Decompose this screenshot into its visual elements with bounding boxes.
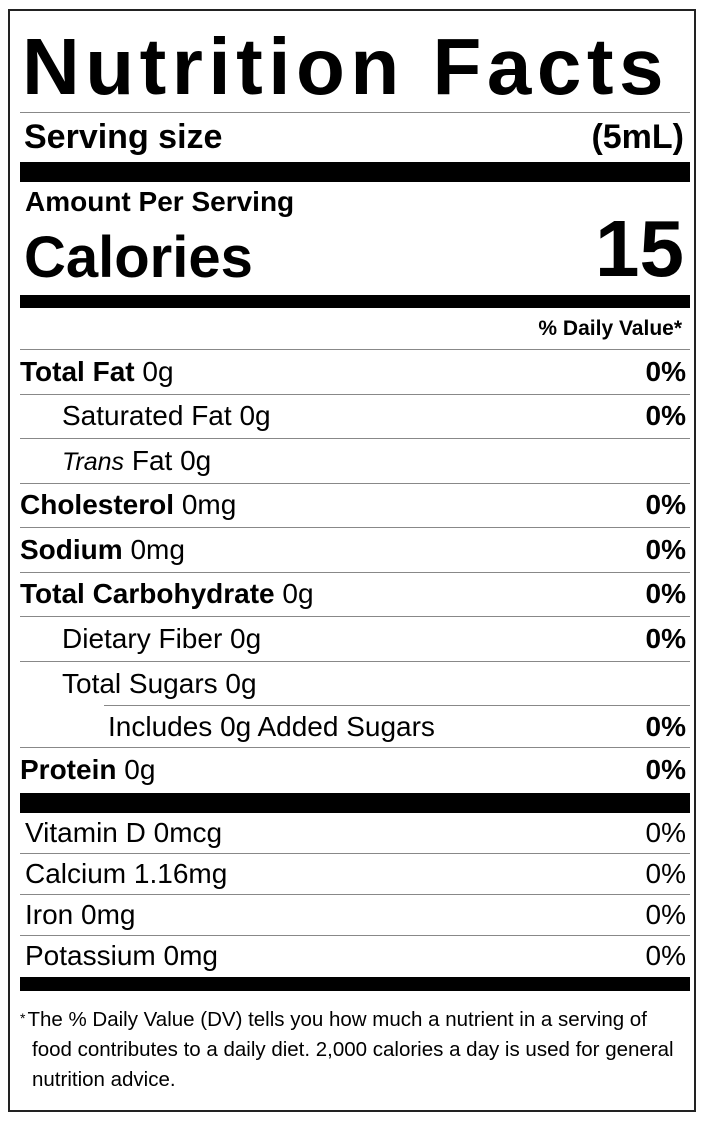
footnote: *The % Daily Value (DV) tells you how mu…: [20, 991, 690, 1095]
nutrient-name-italic: Trans: [62, 447, 125, 476]
nutrient-row-sodium: Sodium 0mg 0%: [20, 528, 690, 573]
nutrient-row-total-sugars: Total Sugars 0g: [20, 662, 690, 707]
nutrient-amount: 0g: [225, 667, 257, 699]
vitamin-dv: 0%: [645, 940, 686, 971]
thick-divider: [20, 976, 690, 991]
nutrient-amount: 0mg: [181, 489, 237, 521]
nutrient-row-added-sugars: Includes 0g Added Sugars 0%: [20, 706, 690, 748]
serving-size-label: Serving size: [24, 118, 223, 156]
amount-per-serving: Amount Per Serving: [25, 186, 295, 217]
nutrient-dv: 0%: [645, 622, 686, 654]
vitamin-label: Iron 0mg: [25, 898, 136, 930]
calories-value: 15: [595, 204, 684, 293]
nutrient-row-saturated-fat: Saturated Fat 0g 0%: [20, 395, 690, 439]
nutrient-dv: 0%: [645, 400, 686, 432]
nutrient-name: Cholesterol: [20, 489, 175, 521]
nutrient-row-protein: Protein 0g 0%: [20, 748, 690, 793]
nutrient-amount: 0g: [230, 622, 262, 654]
nutrient-amount: 0mg: [130, 533, 185, 565]
vitamin-row: Vitamin D 0mcg 0%: [20, 813, 690, 854]
thick-divider: [20, 162, 690, 182]
vitamin-dv: 0%: [645, 816, 686, 848]
nutrient-amount: 0g: [282, 578, 314, 610]
nutrient-name: Total Fat: [20, 355, 135, 387]
nutrient-row-trans-fat: Trans Fat 0g: [20, 439, 690, 484]
nutrient-amount: 0g: [180, 444, 212, 476]
nutrient-name: Total Carbohydrate: [20, 578, 275, 610]
label-title: Nutrition Facts: [22, 22, 669, 111]
nutrient-dv: 0%: [645, 355, 686, 387]
nutrient-dv: 0%: [645, 533, 686, 565]
nutrient-dv: 0%: [645, 710, 686, 742]
nutrient-name: Dietary Fiber: [62, 622, 223, 654]
nutrient-row-cholesterol: Cholesterol 0mg 0%: [20, 484, 690, 528]
nutrient-name: Sodium: [20, 533, 123, 565]
calories-label: Calories: [24, 225, 253, 290]
nutrient-name: Fat: [131, 444, 173, 476]
serving-size-value: (5mL): [591, 118, 684, 156]
nutrient-dv: 0%: [645, 578, 686, 610]
nutrient-dv: 0%: [645, 754, 686, 786]
nutrient-row-total-carbohydrate: Total Carbohydrate 0g 0%: [20, 573, 690, 617]
vitamin-row: Calcium 1.16mg 0%: [20, 854, 690, 895]
nutrient-name: Saturated Fat: [62, 400, 232, 432]
footnote-text: The % Daily Value (DV) tells you how muc…: [27, 1007, 674, 1091]
serving-size-row: Serving size (5mL): [20, 113, 690, 162]
nutrient-row-total-fat: Total Fat 0g 0%: [20, 350, 690, 395]
nutrient-name: Protein: [20, 754, 117, 786]
calories-row: Calories 15: [20, 209, 690, 295]
nutrition-facts-label: Nutrition Facts Serving size (5mL) Amoun…: [8, 9, 696, 1112]
nutrient-amount: 0g: [142, 355, 174, 387]
thick-divider: [20, 792, 690, 813]
daily-value-header: % Daily Value*: [20, 308, 690, 350]
nutrient-name: Total Sugars: [62, 667, 218, 699]
vitamin-label: Calcium 1.16mg: [25, 857, 228, 889]
vitamin-label: Potassium 0mg: [25, 940, 218, 971]
nutrient-row-dietary-fiber: Dietary Fiber 0g 0%: [20, 617, 690, 662]
divider: [20, 112, 690, 113]
nutrient-dv: 0%: [645, 489, 686, 521]
vitamin-row: Potassium 0mg 0%: [20, 936, 690, 977]
nutrient-amount: 0g: [124, 754, 156, 786]
thick-divider: [20, 295, 690, 308]
vitamin-label: Vitamin D 0mcg: [25, 816, 223, 848]
nutrient-amount: 0g: [239, 400, 271, 432]
vitamin-dv: 0%: [645, 857, 686, 889]
nutrient-name: Includes 0g Added Sugars: [108, 710, 435, 742]
vitamin-dv: 0%: [645, 898, 686, 930]
vitamin-row: Iron 0mg 0%: [20, 895, 690, 936]
footnote-asterisk: *: [20, 1009, 26, 1026]
